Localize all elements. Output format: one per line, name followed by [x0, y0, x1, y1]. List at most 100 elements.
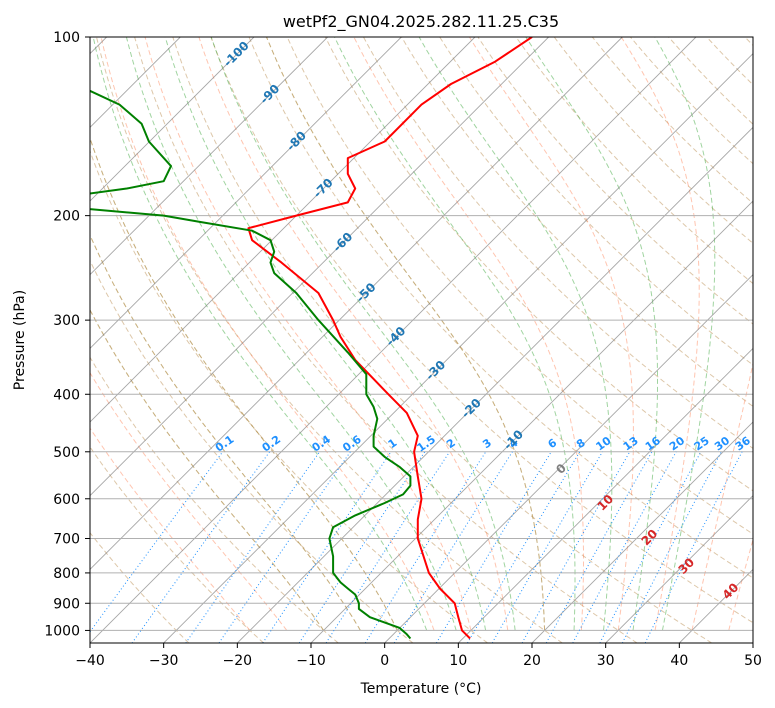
mixing-ratio-line: [393, 451, 513, 643]
dry-adiabat-line: [401, 37, 753, 408]
isotherm-line: [752, 642, 753, 643]
x-tick-label: 30: [597, 653, 615, 669]
dry-adiabat-line: [90, 149, 488, 643]
wet-bulb-label: 20: [639, 527, 661, 549]
dry-adiabat-line: [706, 37, 753, 86]
mixing-ratio-label: 8: [574, 436, 588, 451]
isotherm-line: [458, 347, 753, 643]
warm-dashed-line: [353, 37, 584, 631]
mixing-ratio-line: [262, 451, 392, 643]
mixing-ratio-label: 36: [733, 434, 753, 454]
moist-adiabat-line: [90, 233, 361, 631]
isotherm-label: -10: [501, 427, 526, 452]
isotherm-line: [90, 37, 328, 276]
dry-adiabat-line: [324, 37, 753, 492]
isotherm-line: [90, 37, 549, 497]
isotherm-line: [605, 495, 753, 643]
mixing-ratio-label: 6: [546, 436, 560, 451]
moist-adiabat-line: [418, 37, 613, 631]
dry-adiabat-line: [172, 37, 712, 643]
mixing-ratio-line: [621, 451, 722, 643]
dashed-reference-lines: [90, 37, 775, 631]
y-tick-label: 600: [53, 492, 80, 508]
x-tick-label: 20: [523, 653, 541, 669]
y-tick-label: 900: [53, 596, 80, 612]
isotherm-label: -70: [311, 176, 336, 201]
dry-adiabat-line: [248, 37, 753, 579]
warm-dashed-line: [691, 361, 753, 631]
wet-bulb-label: 0: [553, 461, 569, 477]
warm-dashed-line: [90, 308, 325, 631]
mixing-ratio-label: 30: [712, 434, 732, 454]
moist-adiabat-line: [90, 136, 398, 631]
dry-adiabat-line: [553, 37, 753, 244]
warm-dashed-line: [620, 37, 700, 631]
warm-dashed-line: [728, 537, 753, 631]
isotherm-line: [90, 37, 476, 423]
moist-adiabat-line: [266, 37, 546, 631]
dry-adiabat-line: [515, 37, 753, 285]
warm-dashed-line: [100, 37, 435, 631]
dry-adiabat-line: [96, 37, 563, 643]
mixing-ratio-label: 25: [692, 434, 712, 453]
mixing-ratio-line: [545, 451, 653, 643]
mixing-ratio-label: 1: [386, 436, 400, 451]
wet-bulb-label: 30: [675, 555, 697, 577]
warm-dashed-line: [468, 37, 634, 631]
isotherm-label: -80: [284, 129, 309, 154]
x-tick-label: −20: [223, 653, 253, 669]
dry-adiabat-line: [90, 259, 414, 643]
mixing-ratio-label: 16: [643, 434, 663, 454]
dry-adiabats: [90, 37, 753, 643]
mixing-ratio-lines: [90, 451, 743, 643]
isotherm-line: [237, 126, 753, 643]
isotherm-label: -50: [353, 280, 378, 305]
isotherm-line: [90, 37, 697, 643]
dry-adiabat-line: [134, 37, 638, 643]
mixing-ratio-line: [467, 451, 581, 643]
isotherm-line: [163, 53, 753, 643]
mixing-ratio-line: [325, 451, 451, 643]
mixing-ratio-line: [218, 451, 351, 643]
mixing-ratio-line: [572, 451, 677, 643]
mixing-ratio-line: [435, 451, 552, 643]
moist-adiabats: [90, 37, 716, 631]
isotherm-label: -30: [423, 358, 448, 383]
warm-dashed-line: [766, 37, 775, 630]
isotherm-line: [679, 568, 753, 643]
isotherm-line: [384, 274, 753, 643]
dewpoint-profile-line: [90, 89, 412, 640]
profile-lines: [90, 37, 533, 640]
moist-adiabat-line: [654, 37, 716, 631]
dry-adiabat-line: [90, 531, 190, 643]
dry-adiabat-line: [439, 37, 753, 366]
mixing-ratio-line: [185, 451, 321, 643]
isotherm-line: [90, 37, 255, 202]
dry-adiabat-line: [668, 37, 753, 125]
isotherm-label: -90: [257, 82, 282, 107]
y-tick-label: 800: [53, 566, 80, 582]
x-tick-label: 40: [670, 653, 688, 669]
isotherm-line: [90, 37, 623, 570]
x-tick-label: 50: [744, 653, 762, 669]
y-tick-label: 500: [53, 445, 80, 461]
mixing-ratio-line: [298, 451, 426, 643]
moist-adiabat-line: [90, 308, 325, 631]
isotherm-line: [90, 37, 402, 349]
dry-adiabat-line: [210, 37, 753, 624]
y-axis-label: Pressure (hPa): [12, 290, 28, 390]
x-tick-label: −40: [75, 653, 105, 669]
x-axis-label: Temperature (°C): [360, 681, 482, 697]
y-tick-label: 1000: [44, 623, 80, 639]
mixing-ratio-line: [644, 451, 743, 643]
isotherm-line: [310, 200, 753, 643]
dry-adiabat-line: [90, 356, 339, 643]
temperature-profile-line: [247, 37, 533, 640]
dry-adiabat-line: [591, 37, 753, 205]
y-tick-label: 100: [53, 30, 80, 46]
y-tick-label: 700: [53, 532, 80, 548]
warm-dashed-line: [144, 37, 472, 631]
warm-dashed-line: [90, 427, 251, 631]
x-tick-label: −10: [296, 653, 326, 669]
